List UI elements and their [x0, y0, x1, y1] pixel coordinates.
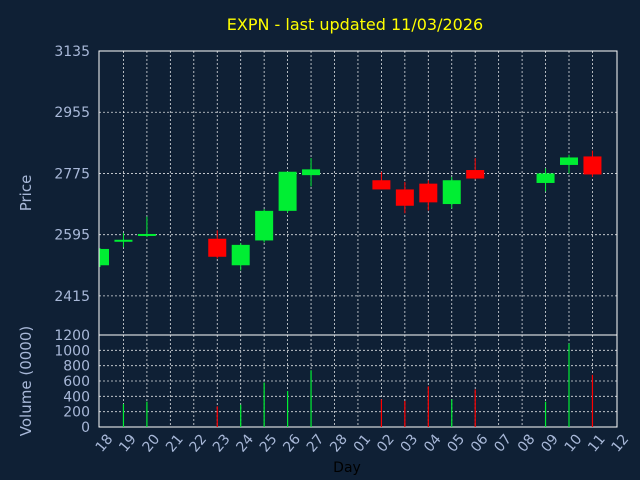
candle-body — [100, 248, 109, 266]
volume-tick-label: 800 — [63, 359, 90, 375]
day-tick-label: 11 — [585, 431, 609, 455]
candle-body — [419, 183, 438, 203]
day-tick-label: 24 — [233, 431, 257, 455]
day-tick-label: 23 — [210, 431, 234, 455]
volume-axis-label: Volume (0000) — [17, 326, 35, 436]
day-tick-label: 03 — [398, 431, 422, 455]
day-tick-label: 05 — [444, 431, 468, 455]
volume-tick-label: 200 — [63, 405, 90, 421]
candle-body — [560, 157, 578, 165]
day-tick-label: 18 — [93, 431, 117, 455]
candle-body — [466, 170, 485, 179]
volume-panel-frame — [98, 334, 618, 428]
candle-body — [442, 180, 461, 205]
price-axis-ticks: 3135 2955 2775 2595 2415 1200 — [54, 44, 90, 344]
candle-body — [255, 210, 274, 241]
price-tick-label: 1200 — [54, 328, 90, 344]
price-tick-label: 2775 — [54, 166, 90, 182]
candle-body — [583, 156, 602, 175]
day-tick-label: 08 — [515, 431, 539, 455]
day-tick-label: 20 — [140, 431, 164, 455]
candle-body — [395, 189, 414, 206]
candle-body — [114, 239, 133, 242]
price-tick-label: 2955 — [54, 105, 90, 121]
x-axis-label: Day — [333, 460, 361, 476]
volume-tick-label: 400 — [63, 389, 90, 405]
day-tick-label: 19 — [116, 431, 140, 455]
candle-body — [302, 169, 321, 176]
chart-title: EXPN - last updated 11/03/2026 — [227, 15, 483, 34]
day-tick-label: 22 — [186, 431, 210, 455]
day-tick-label: 25 — [257, 431, 281, 455]
day-tick-label: 10 — [562, 431, 586, 455]
day-tick-label: 06 — [468, 431, 492, 455]
price-tick-label: 2415 — [54, 289, 90, 305]
volume-tick-label: 1000 — [54, 343, 90, 359]
candle-body — [278, 171, 297, 211]
day-tick-label: 04 — [421, 431, 445, 455]
candle-body — [137, 233, 156, 236]
day-tick-label: 27 — [304, 431, 328, 455]
volume-grid — [99, 335, 617, 427]
day-axis-ticks: 18 19 20 21 22 23 24 25 26 27 28 01 02 03 04 05 06 07 08 09… — [93, 431, 633, 455]
day-tick-label: 07 — [491, 431, 515, 455]
day-tick-label: 26 — [280, 431, 304, 455]
day-tick-label: 12 — [609, 431, 633, 455]
price-grid — [99, 50, 617, 335]
price-axis-label: Price — [17, 175, 35, 212]
price-tick-label: 2595 — [54, 228, 90, 244]
price-tick-label: 3135 — [54, 44, 90, 60]
candle-body — [536, 173, 555, 183]
candle-body — [372, 180, 391, 190]
volume-tick-label: 600 — [63, 374, 90, 390]
day-tick-label: 02 — [374, 431, 398, 455]
candle-body — [208, 238, 227, 257]
volume-tick-label: 0 — [81, 420, 90, 436]
candles — [99, 150, 602, 271]
day-tick-label: 21 — [163, 431, 187, 455]
day-tick-label: 01 — [351, 431, 375, 455]
day-tick-label: 28 — [327, 431, 351, 455]
candle-body — [231, 244, 250, 266]
day-tick-label: 09 — [538, 431, 562, 455]
volume-bars — [122, 343, 594, 427]
